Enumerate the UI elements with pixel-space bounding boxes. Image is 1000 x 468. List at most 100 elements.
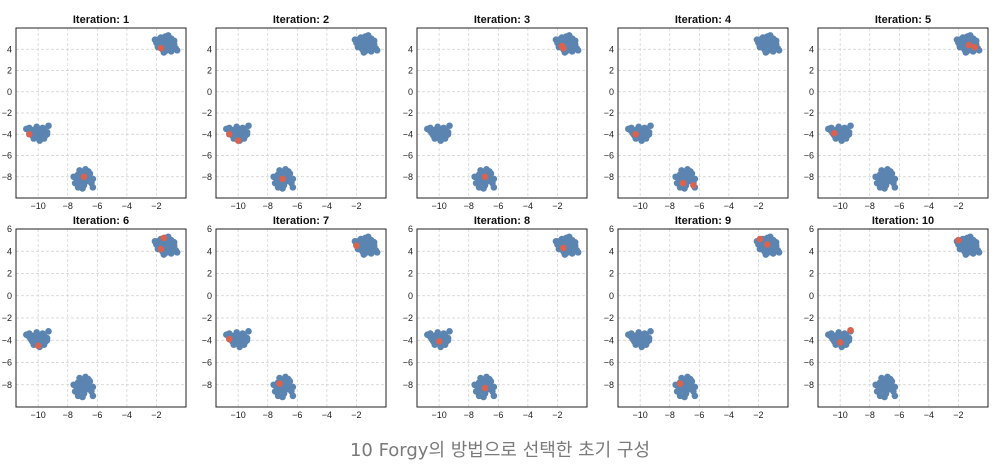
data-point (373, 249, 381, 256)
y-tick-label: −2 (604, 108, 614, 118)
panel-title: Iteration: 2 (273, 14, 329, 26)
y-tick-label: 4 (809, 44, 814, 54)
centroid-point (836, 339, 844, 346)
data-point (873, 179, 881, 187)
data-point (271, 388, 279, 395)
centroid-point (764, 241, 771, 248)
data-point (560, 35, 567, 42)
y-tick-label: −8 (202, 172, 212, 182)
x-tick-label: −8 (865, 410, 875, 420)
data-point (366, 41, 374, 49)
panel-iteration-8: Iteration: 8 −10 −8 −6 −4 −2 −8 −6 −4 −2 0 2 4 6 (403, 215, 588, 420)
y-tick-label: −4 (604, 129, 614, 139)
data-point (775, 47, 783, 54)
x-tick-label: −6 (292, 410, 302, 420)
panel-frame (617, 228, 789, 408)
x-tick-label: −8 (263, 410, 273, 420)
x-tick-label: −8 (63, 410, 73, 420)
data-point (574, 249, 582, 256)
data-point (477, 167, 484, 174)
data-point (429, 129, 437, 137)
x-tick-label: −10 (633, 410, 648, 420)
y-tick-label: 4 (609, 246, 614, 256)
y-tick-label: 2 (408, 269, 413, 279)
y-tick-label: 0 (809, 87, 814, 97)
y-tick-label: 0 (809, 291, 814, 301)
data-point (678, 374, 685, 382)
y-tick-label: −8 (403, 380, 413, 390)
y-tick-label: −4 (604, 335, 614, 345)
centroid-point (435, 338, 443, 345)
data-point (373, 47, 381, 54)
data-point (647, 122, 654, 130)
data-point (85, 375, 92, 383)
data-point (490, 392, 498, 400)
panel-iteration-3: Iteration: 3 −10 −8 −6 −4 −2 −8 −6 −4 −2 0 2 4 (403, 14, 588, 211)
data-point (151, 237, 159, 245)
centroid-point (756, 235, 764, 243)
data-point (966, 32, 974, 39)
panel-frame (215, 27, 387, 199)
centroid-point (226, 335, 233, 343)
y-tick-label: −8 (2, 172, 12, 182)
y-tick-label: 2 (609, 269, 614, 279)
y-tick-label: −2 (403, 108, 413, 118)
data-point (565, 32, 573, 39)
x-tick-label: −8 (464, 410, 474, 420)
data-point (446, 328, 453, 335)
data-point (434, 329, 441, 336)
data-point (245, 328, 252, 335)
data-point (630, 335, 638, 343)
y-tick-label: −6 (2, 358, 12, 368)
data-point (163, 47, 171, 54)
data-point (289, 383, 297, 391)
data-point (440, 330, 447, 337)
data-point (39, 330, 46, 337)
y-tick-label: −2 (2, 108, 12, 118)
data-point (891, 383, 899, 391)
panel-iteration-10: Iteration: 10 −10 −8 −6 −4 −2 −8 −6 −4 −2 0 2 4 6 (804, 215, 989, 420)
y-tick-label: 6 (7, 224, 12, 234)
data-point (163, 249, 171, 256)
x-tick-label: −10 (432, 410, 447, 420)
y-tick-label: −6 (403, 358, 413, 368)
data-point (26, 330, 33, 337)
y-tick-label: −8 (804, 172, 814, 182)
y-tick-label: −2 (804, 313, 814, 323)
centroid-point (481, 384, 489, 392)
data-point (775, 249, 783, 256)
x-tick-label: −4 (724, 410, 734, 420)
data-point (835, 329, 842, 336)
data-point (486, 168, 493, 175)
data-point (289, 184, 297, 191)
data-point (79, 393, 86, 401)
y-tick-label: 2 (207, 269, 212, 279)
panel-frame (15, 27, 187, 199)
data-point (832, 135, 840, 142)
data-point (243, 336, 251, 344)
y-tick-label: 0 (408, 291, 413, 301)
data-point (687, 168, 694, 175)
data-point (364, 32, 372, 39)
data-point (89, 175, 97, 183)
y-tick-label: 0 (609, 291, 614, 301)
data-point (289, 175, 297, 183)
data-point (766, 233, 774, 241)
data-point (472, 179, 480, 187)
data-point (635, 123, 642, 131)
data-point (891, 184, 899, 191)
x-tick-label: −4 (122, 410, 132, 420)
panel-frame (817, 228, 989, 408)
data-point (691, 392, 699, 400)
data-point (480, 393, 487, 401)
panel-iteration-2: Iteration: 2 −10 −8 −6 −4 −2 −8 −6 −4 −2 0 2 4 (202, 14, 387, 211)
data-point (351, 36, 359, 43)
panel-title: Iteration: 3 (474, 14, 530, 26)
panel-iteration-6: Iteration: 6 −10 −8 −6 −4 −2 −8 −6 −4 −2 0 2 4 6 (2, 215, 187, 420)
data-point (645, 130, 653, 138)
data-point (276, 167, 283, 174)
data-point (567, 243, 575, 251)
data-point (968, 243, 976, 251)
data-point (753, 36, 761, 43)
data-point (965, 249, 973, 256)
